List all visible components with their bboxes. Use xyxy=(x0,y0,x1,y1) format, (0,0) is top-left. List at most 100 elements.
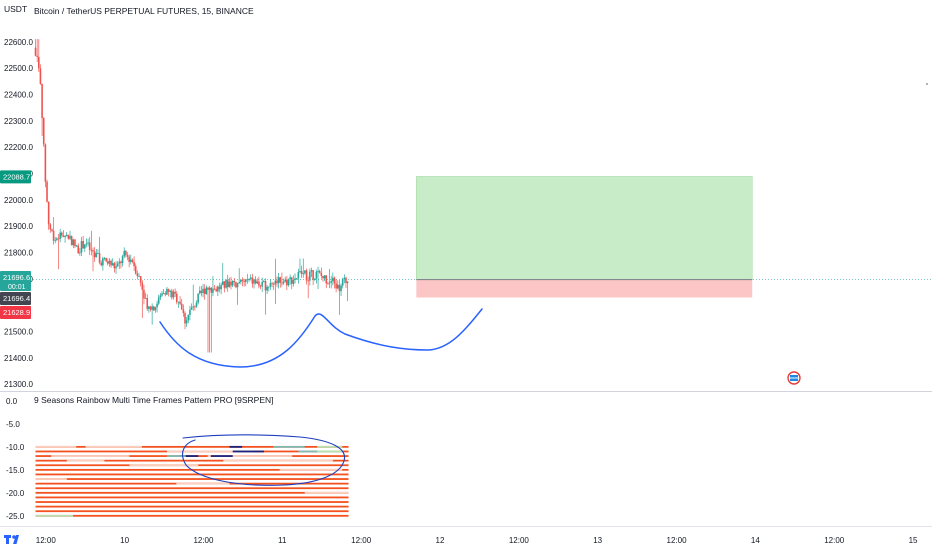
candle-body xyxy=(125,250,127,256)
candle xyxy=(80,236,83,257)
indicator-tick-label: -5.0 xyxy=(6,420,20,429)
candle-body xyxy=(139,276,142,283)
candle-body xyxy=(258,281,260,286)
time-tick-label: 12:00 xyxy=(193,536,214,545)
candle xyxy=(115,261,117,274)
candle xyxy=(154,306,157,313)
candle-body xyxy=(80,241,83,253)
time-axis[interactable]: 12:00 10 12:00 11 12:00 12 12:00 13 12:00 14 12:00… xyxy=(36,536,918,545)
loss-zone[interactable] xyxy=(416,279,753,298)
candle-body xyxy=(138,276,140,277)
candle-body xyxy=(244,279,247,282)
candle-body xyxy=(292,279,295,284)
ribbon-segment-light xyxy=(35,445,77,448)
candle xyxy=(340,283,342,296)
candle xyxy=(175,291,178,305)
price-tick-label: 21800.0 xyxy=(4,248,33,257)
drawn-curve[interactable] xyxy=(159,308,483,368)
price-badge[interactable]: 21628.9 xyxy=(0,306,31,319)
candle xyxy=(70,235,73,246)
profit-zone[interactable] xyxy=(416,176,753,280)
candle xyxy=(139,276,142,287)
candle-body xyxy=(194,306,196,308)
candle xyxy=(203,284,206,300)
candle xyxy=(100,260,103,267)
tv-logo-dot xyxy=(12,535,16,539)
candle xyxy=(253,278,255,289)
price-badge[interactable]: 21696.4 xyxy=(0,292,31,305)
candle xyxy=(34,39,37,57)
candle xyxy=(287,278,290,287)
candle xyxy=(289,274,291,285)
candle-body xyxy=(70,235,73,246)
candle xyxy=(236,282,239,305)
price-badge[interactable]: 21696.6 00:01 xyxy=(0,271,31,291)
tv-logo-mark[interactable] xyxy=(4,535,19,544)
candle xyxy=(304,270,306,275)
candle-body xyxy=(148,306,150,309)
candle xyxy=(125,250,127,258)
candle-body xyxy=(325,275,328,284)
candle-body xyxy=(161,293,163,296)
candle xyxy=(118,258,121,270)
candle xyxy=(159,292,162,301)
position-tool[interactable] xyxy=(416,176,753,298)
candle-body xyxy=(116,263,119,267)
candle-body xyxy=(277,277,280,284)
candle xyxy=(238,268,241,285)
ribbon-band xyxy=(35,473,349,476)
time-tick-label: 12:00 xyxy=(667,536,688,545)
indicator-title[interactable]: 9 Seasons Rainbow Multi Time Frames Patt… xyxy=(34,395,274,405)
time-tick-label: 12:00 xyxy=(36,536,57,545)
candle-body xyxy=(56,238,58,240)
candle xyxy=(325,275,328,289)
candle-body xyxy=(75,245,78,247)
candlestick-series xyxy=(34,39,349,353)
candle-body xyxy=(182,309,185,314)
candle xyxy=(64,235,66,243)
candle xyxy=(134,263,137,275)
symbol-title[interactable]: Bitcoin / TetherUS PERPETUAL FUTURES, 15… xyxy=(34,6,254,16)
candle xyxy=(256,278,259,284)
candle xyxy=(123,247,126,259)
candle xyxy=(251,273,254,288)
candle xyxy=(266,285,268,295)
candle-body xyxy=(338,284,341,292)
candle xyxy=(98,236,101,265)
ribbon-segment-light xyxy=(304,491,349,494)
candle xyxy=(263,279,265,283)
candle xyxy=(315,269,318,284)
price-badge[interactable]: 22088.7 xyxy=(0,170,31,184)
candle-body xyxy=(315,271,318,279)
candle-body xyxy=(264,280,267,291)
tv-logo-icon[interactable] xyxy=(4,371,801,544)
price-tick-label: 21300.0 xyxy=(4,380,33,389)
time-tick-label: 12:00 xyxy=(509,536,530,545)
candle xyxy=(56,237,58,242)
candle-body xyxy=(92,250,94,252)
candle-body xyxy=(290,277,293,284)
candle xyxy=(190,303,193,310)
candle xyxy=(54,237,57,244)
price-tick-label: 22000.0 xyxy=(4,196,33,205)
candle xyxy=(39,64,42,85)
ribbon-segment-light xyxy=(207,455,293,457)
candle-body xyxy=(299,271,301,273)
candle-body xyxy=(190,307,193,310)
candle-body xyxy=(172,291,175,298)
user-drawings[interactable] xyxy=(159,308,483,486)
candle-body xyxy=(343,277,346,280)
candle xyxy=(217,285,219,296)
candle-body xyxy=(202,288,204,293)
drawn-ellipse[interactable] xyxy=(182,434,346,486)
candle xyxy=(254,276,257,285)
candle-body xyxy=(59,232,61,239)
candle-body xyxy=(169,290,172,292)
ribbon-band xyxy=(35,496,349,499)
candle xyxy=(49,223,52,233)
candle xyxy=(205,285,208,295)
candle-body xyxy=(220,284,222,290)
candle xyxy=(197,293,199,305)
